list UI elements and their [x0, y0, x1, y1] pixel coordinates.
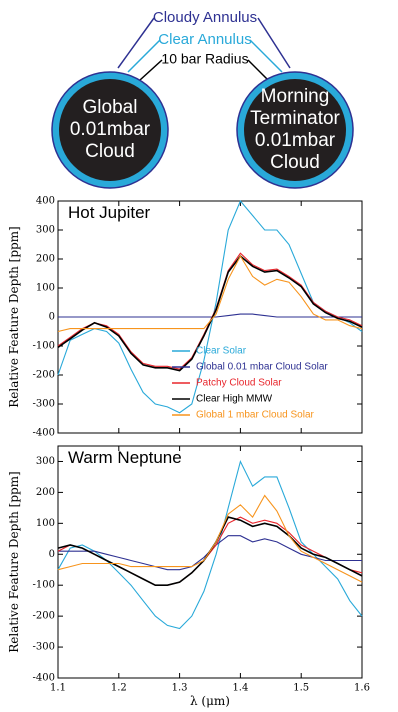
y-tick-label: -300 [33, 399, 55, 410]
x-axis-label: λ (μm) [190, 694, 230, 708]
cloudy-annulus-label: Cloudy Annulus [153, 9, 257, 26]
x-tick-label: 1.1 [50, 683, 66, 694]
pointer [257, 17, 291, 69]
y-tick-label: -200 [33, 611, 55, 622]
pointer [117, 17, 155, 69]
y-tick-label: 0 [49, 549, 55, 560]
x-tick-label: 1.3 [172, 683, 188, 694]
y-tick-label: -400 [33, 428, 55, 439]
planet-label: 0.01mbar [255, 130, 336, 151]
planet-core [244, 79, 346, 181]
y-tick-label: 200 [36, 254, 55, 265]
y-tick-label: 100 [36, 518, 55, 529]
planet-label: Morning [261, 86, 330, 107]
legend-label: Clear High MMW [196, 394, 273, 405]
clear-annulus-label: Clear Annulus [158, 31, 251, 48]
y-tick-label: 400 [36, 196, 55, 207]
legend-label: Patchy Cloud Solar [196, 378, 282, 389]
y-tick-label: 300 [36, 456, 55, 467]
x-tick-label: 1.5 [293, 683, 309, 694]
y-tick-label: 300 [36, 225, 55, 236]
y-tick-label: -300 [33, 642, 55, 653]
series-line [57, 494, 363, 583]
pointer [249, 39, 283, 73]
planet-label: Cloud [85, 141, 135, 162]
legend-label: Clear Solar [196, 346, 247, 357]
radius-label: 10 bar Radius [161, 51, 248, 67]
series-line [57, 459, 363, 630]
series-line [57, 199, 363, 414]
y-tick-label: -100 [33, 580, 55, 591]
planet-label: Terminator [250, 108, 340, 129]
legend-label: Global 1 mbar Cloud Solar [196, 410, 315, 421]
x-tick-label: 1.4 [232, 683, 248, 694]
y-tick-label: -100 [33, 341, 55, 352]
y-tick-label: 200 [36, 487, 55, 498]
x-tick-label: 1.6 [354, 683, 370, 694]
pointer [127, 39, 161, 73]
planet-label: Cloud [270, 152, 320, 173]
plot-frame [57, 445, 363, 679]
planet-label: Global [83, 97, 138, 118]
y-tick-label: -400 [33, 673, 55, 684]
y-tick-label: 0 [49, 312, 55, 323]
chart-title: Warm Neptune [68, 448, 182, 467]
y-tick-label: -200 [33, 370, 55, 381]
y-axis-label: Relative Feature Depth [ppm] [7, 226, 21, 408]
pointer [247, 59, 269, 81]
y-axis-label: Relative Feature Depth [ppm] [7, 471, 21, 653]
y-tick-label: 100 [36, 283, 55, 294]
pointer [139, 59, 163, 81]
series-line [58, 313, 362, 318]
series-line [57, 254, 363, 333]
planet-label: 0.01mbar [70, 119, 151, 140]
legend-label: Global 0.01 mbar Cloud Solar [196, 362, 328, 373]
chart-title: Hot Jupiter [68, 203, 151, 222]
diagram: Cloudy Annulus Clear Annulus 10 bar Radi… [51, 9, 354, 189]
x-tick-label: 1.2 [111, 683, 127, 694]
planet-core [59, 79, 161, 181]
